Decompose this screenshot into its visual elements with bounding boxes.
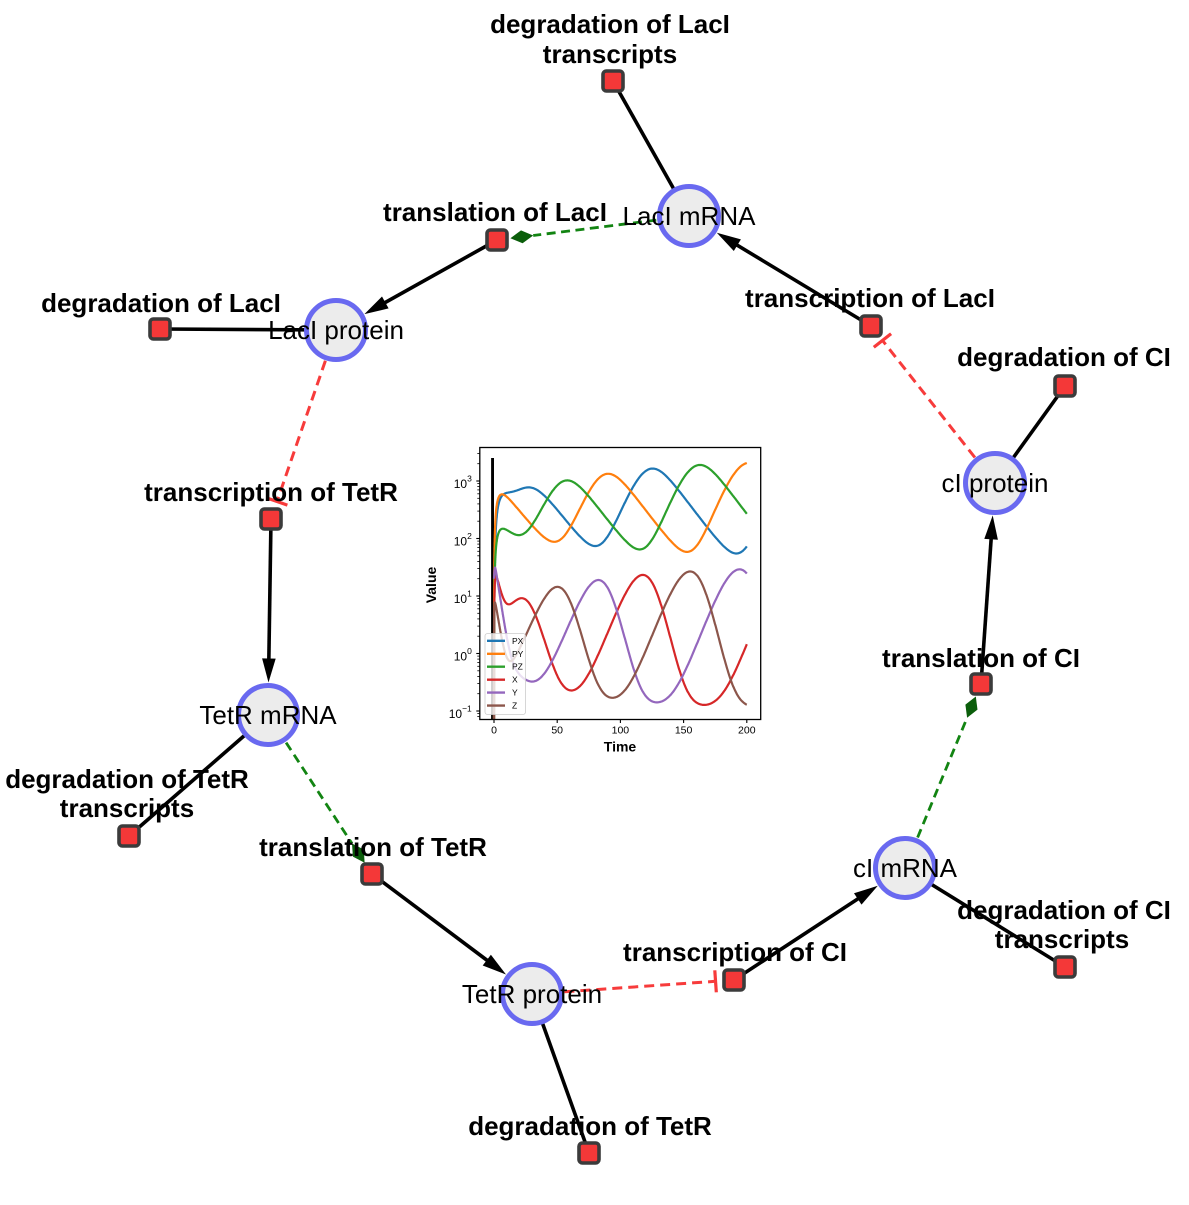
svg-text:transcripts: transcripts — [60, 793, 194, 823]
svg-text:101: 101 — [454, 589, 472, 606]
svg-text:Y: Y — [512, 688, 518, 698]
svg-text:TetR mRNA: TetR mRNA — [199, 700, 337, 730]
svg-text:Value: Value — [423, 567, 439, 604]
svg-text:transcription of TetR: transcription of TetR — [144, 477, 398, 507]
svg-text:PX: PX — [512, 636, 524, 646]
svg-text:transcripts: transcripts — [995, 924, 1129, 954]
svg-text:degradation of LacI: degradation of LacI — [41, 288, 281, 318]
svg-text:102: 102 — [454, 531, 472, 548]
svg-text:100: 100 — [454, 646, 472, 663]
svg-text:Z: Z — [512, 701, 517, 711]
svg-text:degradation of CI: degradation of CI — [957, 895, 1171, 925]
svg-text:cI mRNA: cI mRNA — [853, 853, 958, 883]
svg-text:100: 100 — [612, 725, 630, 737]
svg-text:transcripts: transcripts — [543, 39, 677, 69]
svg-text:degradation of TetR: degradation of TetR — [468, 1111, 712, 1141]
svg-text:0: 0 — [491, 725, 497, 737]
svg-text:103: 103 — [454, 474, 472, 491]
svg-text:PY: PY — [512, 649, 524, 659]
svg-text:TetR protein: TetR protein — [462, 979, 602, 1009]
svg-text:cI protein: cI protein — [942, 468, 1049, 498]
svg-text:Time: Time — [604, 739, 637, 755]
svg-text:translation of CI: translation of CI — [882, 643, 1080, 673]
svg-text:degradation of CI: degradation of CI — [957, 342, 1171, 372]
svg-text:transcription of CI: transcription of CI — [623, 937, 847, 967]
svg-text:LacI protein: LacI protein — [268, 315, 404, 345]
svg-text:X: X — [512, 675, 518, 685]
svg-text:PZ: PZ — [512, 662, 523, 672]
svg-text:150: 150 — [675, 725, 693, 737]
svg-text:transcription of LacI: transcription of LacI — [745, 283, 995, 313]
svg-text:200: 200 — [738, 725, 756, 737]
svg-text:translation of TetR: translation of TetR — [259, 832, 487, 862]
svg-text:LacI mRNA: LacI mRNA — [623, 201, 757, 231]
svg-text:translation of LacI: translation of LacI — [383, 197, 607, 227]
svg-text:degradation of LacI: degradation of LacI — [490, 9, 730, 39]
svg-text:degradation of TetR: degradation of TetR — [5, 764, 249, 794]
svg-text:50: 50 — [551, 725, 563, 737]
svg-text:10−1: 10−1 — [449, 704, 472, 721]
